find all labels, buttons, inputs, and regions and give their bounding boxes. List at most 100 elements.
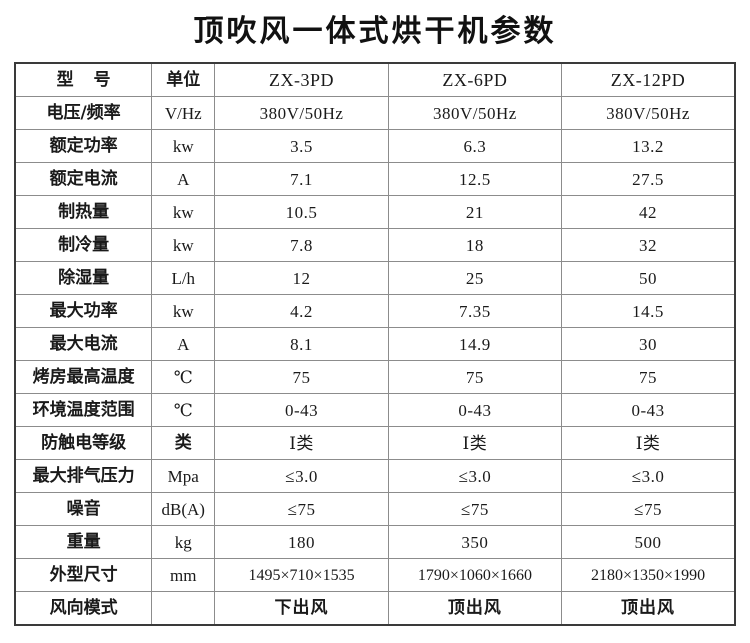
row-value-col-2: 顶出风 <box>387 591 563 626</box>
row-unit: L/h <box>151 261 216 295</box>
row-value-col-3: 32 <box>561 228 737 262</box>
row-value-col-3: ≤3.0 <box>561 459 737 493</box>
row-value-col-3: 380V/50Hz <box>561 96 737 130</box>
row-parameter-label: 重量 <box>14 525 153 559</box>
row-value-col-1: 75 <box>214 360 389 394</box>
row-unit: A <box>151 327 216 361</box>
row-parameter-label: 防触电等级 <box>14 426 153 460</box>
row-unit: mm <box>151 558 216 592</box>
table-row: 制热量 kw 10.5 21 42 <box>14 195 737 229</box>
row-value-col-3: 0-43 <box>561 393 737 427</box>
table-row: 外型尺寸 mm 1495×710×1535 1790×1060×1660 2180×13… <box>14 558 737 592</box>
row-value-col-3: 14.5 <box>561 294 737 328</box>
row-value-col-2: ≤75 <box>387 492 563 526</box>
table-row: 电压/频率 V/Hz 380V/50Hz 380V/50Hz 380V/50Hz <box>14 96 737 130</box>
row-unit: kg <box>151 525 216 559</box>
table-row: 额定功率 kw 3.5 6.3 13.2 <box>14 129 737 163</box>
row-unit: kw <box>151 228 216 262</box>
row-value-col-1: 8.1 <box>214 327 389 361</box>
row-unit: ℃ <box>151 393 216 427</box>
header-unit: 单位 <box>151 62 216 97</box>
page-title: 顶吹风一体式烘干机参数 <box>193 14 557 49</box>
row-value-col-1: 180 <box>214 525 389 559</box>
table-row: 除湿量 L/h 12 25 50 <box>14 261 737 295</box>
row-value-col-2: 14.9 <box>387 327 563 361</box>
row-value-col-2: 75 <box>387 360 563 394</box>
table-row: 额定电流 A 7.1 12.5 27.5 <box>14 162 737 196</box>
row-value-col-1: 下出风 <box>214 591 389 626</box>
row-parameter-label: 最大排气压力 <box>14 459 153 493</box>
header-model-1: ZX-3PD <box>214 62 389 97</box>
row-value-col-1: 3.5 <box>214 129 389 163</box>
row-parameter-label: 外型尺寸 <box>14 558 153 592</box>
row-value-col-3: Ⅰ类 <box>561 426 737 460</box>
row-parameter-label: 烤房最高温度 <box>14 360 153 394</box>
row-value-col-3: 75 <box>561 360 737 394</box>
row-unit: kw <box>151 195 216 229</box>
row-value-col-2: Ⅰ类 <box>387 426 563 460</box>
spec-table-container: 型 号单位 ZX-3PD ZX-6PD ZX-12PD 电压/频率 V/Hz 380V/50… <box>14 62 737 626</box>
row-parameter-label: 额定电流 <box>14 162 153 196</box>
table-row: 噪音 dB(A) ≤75 ≤75 ≤75 <box>14 492 737 526</box>
header-parameter: 型 号 <box>14 62 153 97</box>
row-value-col-1: 10.5 <box>214 195 389 229</box>
row-unit: kw <box>151 294 216 328</box>
row-value-col-2: 7.35 <box>387 294 563 328</box>
row-value-col-3: 顶出风 <box>561 591 737 626</box>
row-unit: kw <box>151 129 216 163</box>
row-parameter-label: 制热量 <box>14 195 153 229</box>
row-value-col-3: 2180×1350×1990 <box>561 558 737 592</box>
table-row: 最大功率 kw 4.2 7.35 14.5 <box>14 294 737 328</box>
row-value-col-1: 380V/50Hz <box>214 96 389 130</box>
row-value-col-1: 7.1 <box>214 162 389 196</box>
row-parameter-label: 噪音 <box>14 492 153 526</box>
table-row: 最大排气压力 Mpa ≤3.0 ≤3.0 ≤3.0 <box>14 459 737 493</box>
header-model-2: ZX-6PD <box>387 62 563 97</box>
table-row: 烤房最高温度 ℃ 75 75 75 <box>14 360 737 394</box>
row-parameter-label: 最大功率 <box>14 294 153 328</box>
row-value-col-2: 380V/50Hz <box>387 96 563 130</box>
row-value-col-1: 1495×710×1535 <box>214 558 389 592</box>
row-value-col-1: Ⅰ类 <box>214 426 389 460</box>
row-parameter-label: 制冷量 <box>14 228 153 262</box>
row-parameter-label: 除湿量 <box>14 261 153 295</box>
row-unit: ℃ <box>151 360 216 394</box>
row-value-col-1: 4.2 <box>214 294 389 328</box>
spec-table-body: 型 号单位 ZX-3PD ZX-6PD ZX-12PD 电压/频率 V/Hz 380V/50… <box>14 62 737 626</box>
table-row: 最大电流 A 8.1 14.9 30 <box>14 327 737 361</box>
row-value-col-3: 27.5 <box>561 162 737 196</box>
row-parameter-label: 最大电流 <box>14 327 153 361</box>
row-value-col-2: 350 <box>387 525 563 559</box>
row-value-col-1: ≤3.0 <box>214 459 389 493</box>
row-value-col-1: 0-43 <box>214 393 389 427</box>
row-value-col-1: ≤75 <box>214 492 389 526</box>
row-value-col-2: 6.3 <box>387 129 563 163</box>
row-value-col-3: 500 <box>561 525 737 559</box>
row-value-col-2: ≤3.0 <box>387 459 563 493</box>
row-unit: dB(A) <box>151 492 216 526</box>
row-parameter-label: 风向模式 <box>14 591 153 626</box>
row-value-col-3: 50 <box>561 261 737 295</box>
row-unit: V/Hz <box>151 96 216 130</box>
table-row: 环境温度范围 ℃ 0-43 0-43 0-43 <box>14 393 737 427</box>
row-unit: A <box>151 162 216 196</box>
row-parameter-label: 环境温度范围 <box>14 393 153 427</box>
row-value-col-1: 7.8 <box>214 228 389 262</box>
row-parameter-label: 额定功率 <box>14 129 153 163</box>
row-value-col-3: 42 <box>561 195 737 229</box>
row-parameter-label: 电压/频率 <box>14 96 153 130</box>
table-header-row: 型 号单位 ZX-3PD ZX-6PD ZX-12PD <box>14 62 737 97</box>
table-row: 制冷量 kw 7.8 18 32 <box>14 228 737 262</box>
row-value-col-3: 13.2 <box>561 129 737 163</box>
row-unit: 类 <box>151 426 216 460</box>
row-value-col-2: 12.5 <box>387 162 563 196</box>
row-value-col-2: 0-43 <box>387 393 563 427</box>
specification-table: 型 号单位 ZX-3PD ZX-6PD ZX-12PD 电压/频率 V/Hz 380V/50… <box>14 62 737 626</box>
row-value-col-2: 21 <box>387 195 563 229</box>
row-value-col-3: ≤75 <box>561 492 737 526</box>
row-unit <box>151 591 216 626</box>
row-unit: Mpa <box>151 459 216 493</box>
row-value-col-3: 30 <box>561 327 737 361</box>
header-model-3: ZX-12PD <box>561 62 737 97</box>
